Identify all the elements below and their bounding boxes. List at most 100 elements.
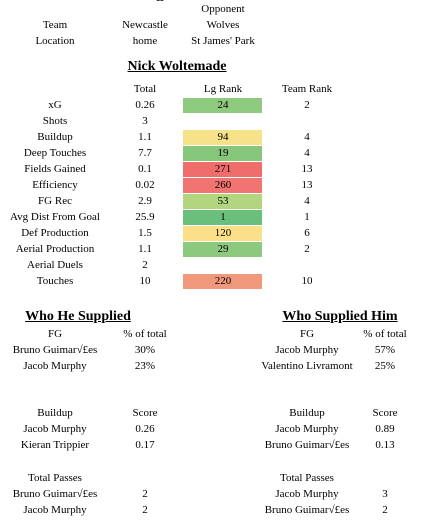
rank-cell: [183, 273, 262, 289]
player-name-cell: Jacob Murphy: [23, 504, 87, 516]
header-home: home: [132, 35, 158, 47]
header-label: Opponent: [201, 3, 245, 15]
value: 0.26: [135, 423, 155, 435]
value: 30%: [134, 344, 156, 356]
player-name-cell: Bruno Guimar√£es: [264, 439, 350, 451]
player-name-cell: Jacob Murphy: [275, 488, 339, 500]
header-away: St James' Park: [191, 35, 255, 47]
metric-label: xG: [48, 99, 62, 111]
team-rank: 10: [301, 275, 313, 287]
player-name-cell: Valentino Livramont: [261, 360, 353, 372]
header-row-label: Team: [42, 19, 68, 31]
column-header: Buildup: [289, 407, 325, 419]
player-name-cell: Jacob Murphy: [23, 360, 87, 372]
metric-label: Aerial Duels: [27, 259, 83, 271]
total-value: 0.1: [138, 163, 152, 175]
team-rank: 6: [304, 227, 310, 239]
column-header: FG: [299, 328, 315, 340]
column-header: Total Passes: [280, 472, 334, 484]
lg-rank: 29: [217, 243, 229, 255]
rank-cell: [183, 193, 262, 209]
value: 2: [382, 504, 388, 516]
metric-label: Shots: [42, 115, 68, 127]
section-title: Who Supplied Him: [282, 309, 398, 324]
player-name-cell: Kieran Trippier: [20, 439, 90, 451]
value: 0.89: [375, 423, 395, 435]
column-header: Total: [133, 83, 157, 95]
metric-label: Def Production: [21, 227, 89, 239]
column-header: Total Passes: [28, 472, 82, 484]
column-header: Buildup: [37, 407, 73, 419]
lg-rank: 220: [214, 275, 232, 287]
total-value: 2.9: [138, 195, 152, 207]
rank-cell: [183, 177, 262, 193]
header-row-label: Location: [35, 35, 75, 47]
player-name-cell: Bruno Guimar√£es: [264, 504, 350, 516]
lg-rank: 94: [217, 131, 229, 143]
value: 57%: [374, 344, 396, 356]
total-value: 10: [139, 275, 151, 287]
column-header: Score: [132, 407, 158, 419]
player-name-cell: Jacob Murphy: [275, 344, 339, 356]
team-rank: 13: [301, 163, 313, 175]
team-rank: 2: [304, 99, 310, 111]
column-header: % of total: [363, 328, 407, 340]
total-value: 1.5: [138, 227, 152, 239]
column-header: Lg Rank: [203, 83, 243, 95]
total-value: 7.7: [138, 147, 152, 159]
lg-rank: 271: [214, 163, 232, 175]
lg-rank: 24: [217, 99, 229, 111]
total-value: 1.1: [138, 243, 152, 255]
lg-rank: 19: [217, 147, 229, 159]
metric-label: Fields Gained: [24, 163, 86, 175]
player-name-cell: Jacob Murphy: [23, 423, 87, 435]
total-value: 3: [142, 115, 148, 127]
team-rank: 4: [304, 131, 310, 143]
total-value: 1.1: [138, 131, 152, 143]
rank-cell: [183, 161, 262, 177]
team-rank: 1: [304, 211, 310, 223]
metric-label: FG Rec: [38, 195, 72, 207]
value: 2: [142, 504, 148, 516]
metric-label: Efficiency: [32, 179, 78, 191]
value: 2: [142, 488, 148, 500]
total-value: 25.9: [135, 211, 155, 223]
value: 3: [382, 488, 388, 500]
lg-rank: 1: [220, 211, 226, 223]
metric-label: Aerial Production: [15, 243, 95, 255]
metric-label: Touches: [36, 275, 74, 287]
total-value: 0.02: [135, 179, 155, 191]
metric-label: Avg Dist From Goal: [10, 211, 100, 223]
metric-label: Buildup: [37, 131, 73, 143]
value: 0.13: [375, 439, 395, 451]
column-header: Team Rank: [281, 83, 333, 95]
player-name-cell: Bruno Guimar√£es: [12, 488, 98, 500]
team-rank: 2: [304, 243, 310, 255]
lg-rank: 120: [214, 227, 232, 239]
value: 0.17: [135, 439, 155, 451]
total-value: 0.26: [135, 99, 155, 111]
column-header: Score: [372, 407, 398, 419]
lg-rank: 260: [214, 179, 232, 191]
player-name-cell: Bruno Guimar√£es: [12, 344, 98, 356]
lg-rank: 53: [217, 195, 229, 207]
header-dash: --: [156, 0, 164, 6]
team-rank: 4: [304, 195, 310, 207]
player-name-cell: Jacob Murphy: [275, 423, 339, 435]
value: 23%: [134, 360, 156, 372]
value: 25%: [374, 360, 396, 372]
total-value: 2: [142, 259, 148, 271]
team-rank: 13: [301, 179, 313, 191]
header-away: Wolves: [206, 19, 240, 31]
section-title: Who He Supplied: [25, 309, 131, 324]
rank-cell: [183, 97, 262, 113]
rank-cell: [183, 209, 262, 225]
rank-cell: [183, 225, 262, 241]
player-name: Nick Woltemade: [127, 59, 227, 74]
column-header: FG: [47, 328, 63, 340]
rank-cell: [183, 129, 262, 145]
rank-cell: [183, 241, 262, 257]
team-rank: 4: [304, 147, 310, 159]
rank-cell: [183, 145, 262, 161]
